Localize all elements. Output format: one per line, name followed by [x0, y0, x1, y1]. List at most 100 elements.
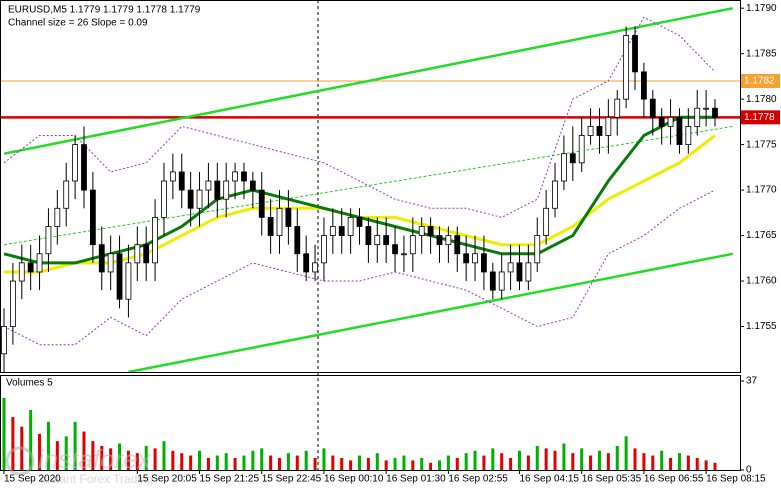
volume-bar	[455, 457, 459, 470]
volume-bar	[562, 443, 566, 470]
volume-bar	[695, 457, 699, 470]
candle-body	[516, 262, 523, 282]
y-tick-label: 1.1760	[746, 276, 777, 287]
volume-bar	[429, 462, 433, 470]
candle-body	[481, 253, 487, 273]
candle-body	[454, 235, 461, 255]
volume-bar	[198, 450, 202, 470]
candle-body	[552, 180, 558, 209]
volume-bar	[633, 448, 637, 470]
candle-body	[312, 262, 318, 273]
volume-bar	[224, 453, 228, 470]
volume-bar	[82, 431, 86, 470]
volume-bar	[46, 421, 50, 470]
candle-body	[596, 126, 603, 136]
volume-bar	[384, 460, 388, 470]
watermark-subtitle: Instant Forex Trading	[40, 472, 153, 486]
volume-bar	[278, 457, 282, 470]
watermark: instaforex Instant Forex Trading	[5, 444, 153, 486]
x-tick-label: 16 Sep 04:15	[519, 474, 579, 485]
candle-body	[223, 180, 230, 200]
candle-body	[125, 262, 132, 300]
chart-subtitle: Channel size = 26 Slope = 0.09	[8, 18, 148, 29]
x-tick-label: 15 Sep 22:45	[262, 474, 322, 485]
candle-body	[409, 235, 416, 255]
volume-bar	[553, 450, 557, 470]
volume-bar	[233, 457, 237, 470]
x-tick-label: 16 Sep 08:15	[706, 474, 766, 485]
indicator-line	[3, 16, 716, 218]
candle-body	[676, 116, 683, 146]
candle-body	[169, 171, 176, 182]
candle-body	[587, 126, 594, 136]
candle-body	[178, 171, 185, 191]
candle-body	[605, 116, 612, 136]
volume-bar	[669, 457, 673, 470]
y-tick-label: 1.1785	[746, 48, 777, 59]
candle-body	[534, 235, 541, 264]
candle-body	[143, 244, 150, 264]
watermark-logo	[5, 446, 35, 476]
candle-body	[321, 235, 327, 264]
candle-body	[383, 235, 390, 246]
candle-body	[63, 180, 70, 209]
candle-body	[418, 226, 425, 236]
x-tick-label: 16 Sep 05:35	[582, 474, 642, 485]
candle-body	[401, 253, 407, 256]
candle-body	[649, 98, 656, 118]
candle-body	[347, 216, 354, 236]
volume-bar	[491, 448, 495, 470]
volume-bar	[580, 448, 584, 470]
candle-body	[356, 216, 363, 227]
volume-bar	[535, 445, 539, 470]
volume-bar	[109, 448, 113, 470]
volume-bar	[126, 450, 130, 470]
indicator-line	[3, 6, 734, 155]
volume-bar	[162, 441, 166, 470]
volume-title: Volumes 5	[6, 378, 53, 389]
price-tag-label: 1.1782	[744, 76, 775, 87]
candle-body	[205, 180, 212, 191]
candle-body	[525, 262, 532, 282]
volume-bar	[153, 448, 157, 470]
y-tick-label: 1.1765	[746, 230, 777, 241]
candle-body	[472, 253, 478, 264]
candle-body	[712, 107, 718, 118]
volume-bar	[589, 455, 593, 470]
volume-bar	[420, 457, 424, 470]
volume-bar	[642, 453, 646, 470]
candle-body	[623, 35, 630, 100]
volume-bar	[402, 455, 406, 470]
candle-body	[107, 253, 114, 273]
volume-bar	[500, 453, 504, 470]
volume-bar	[2, 397, 6, 470]
volume-bar	[544, 448, 548, 470]
candle-body	[392, 244, 398, 255]
volume-tick-label: 0	[746, 465, 752, 476]
candle-body	[374, 235, 381, 246]
volume-bar	[331, 455, 335, 470]
candle-body	[232, 171, 238, 182]
volume-bar	[295, 455, 299, 470]
candle-body	[249, 180, 256, 191]
volume-bar	[206, 457, 210, 470]
candle-body	[632, 35, 638, 73]
x-tick-label: 16 Sep 02:55	[448, 474, 508, 485]
volume-bar	[393, 457, 397, 470]
volume-bar	[526, 455, 530, 470]
y-tick-label: 1.1780	[746, 94, 777, 105]
indicator-line	[3, 125, 733, 246]
candle-body	[98, 244, 105, 273]
volume-bar	[660, 450, 664, 470]
candle-body	[614, 98, 621, 118]
candle-body	[45, 226, 52, 255]
volume-bar	[375, 453, 379, 470]
volume-bar	[482, 455, 486, 470]
volume-bar	[11, 417, 15, 470]
candle-body	[116, 253, 123, 300]
volume-bar	[171, 450, 175, 470]
candle-body	[89, 189, 96, 246]
candle-body	[276, 207, 283, 236]
indicator-line	[3, 189, 716, 346]
